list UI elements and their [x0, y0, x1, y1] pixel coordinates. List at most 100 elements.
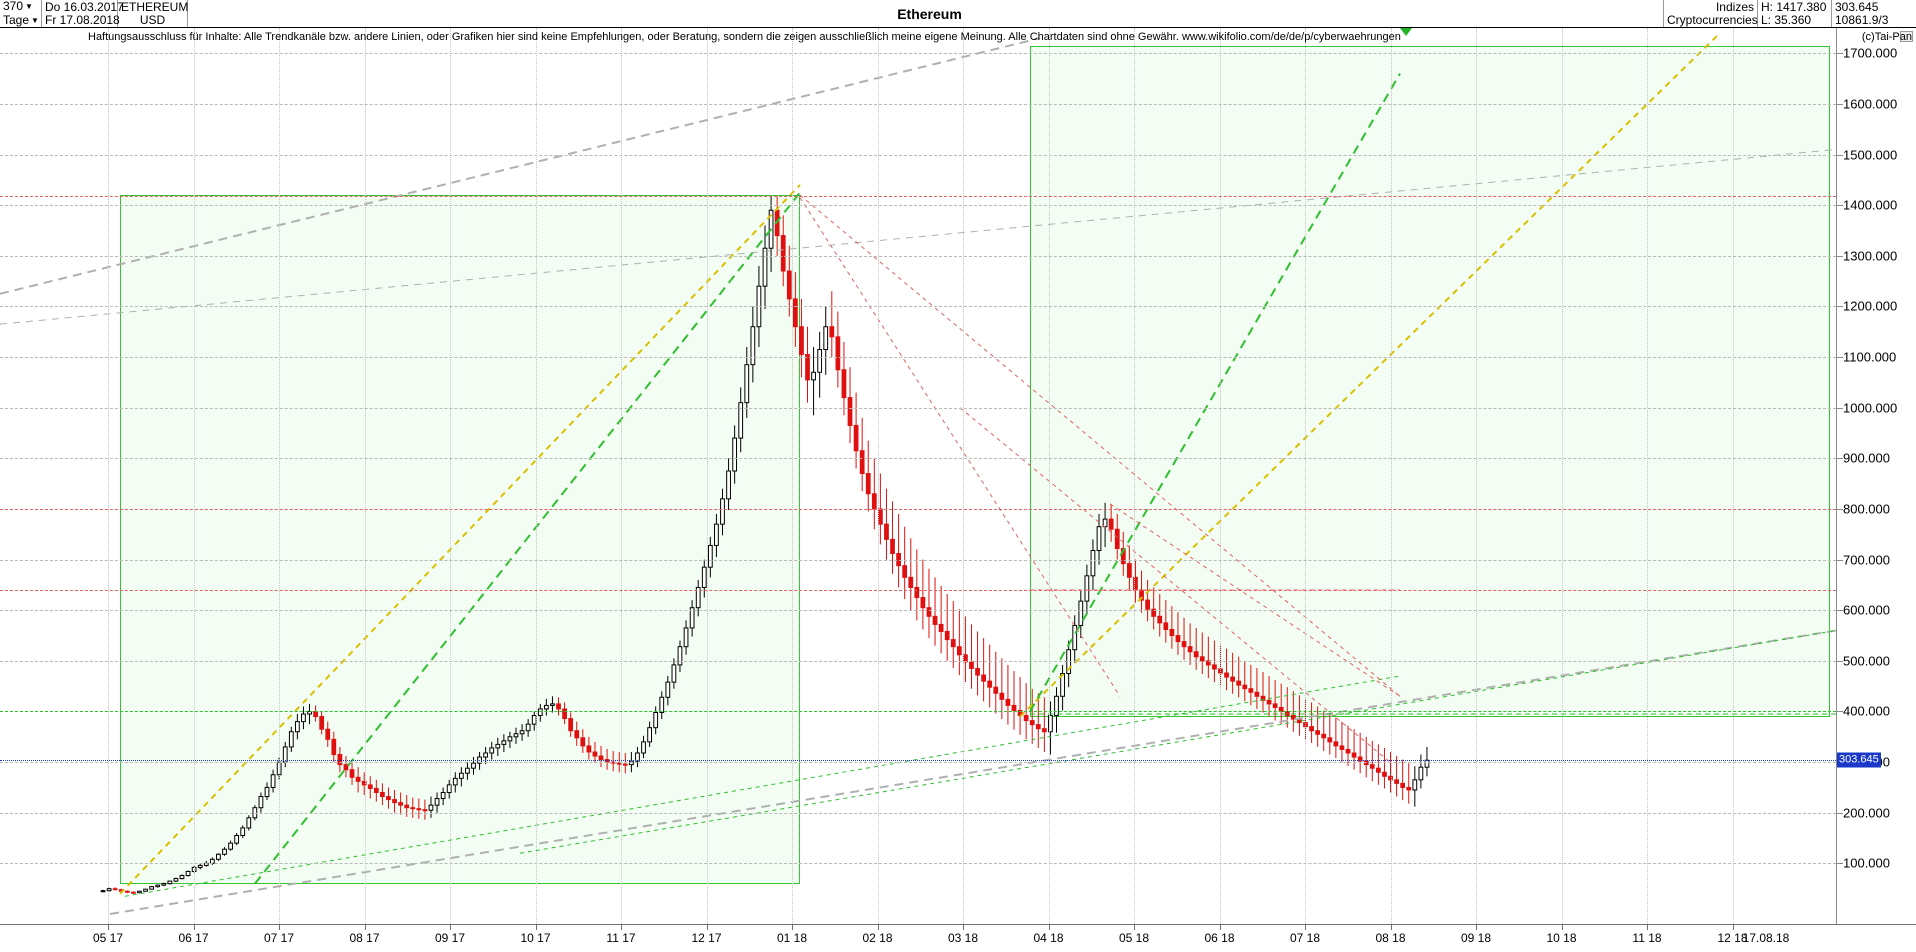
category-box[interactable]: Indizes Cryptocurrencies: [1664, 0, 1758, 27]
price-gridline: [0, 559, 1836, 561]
candle-body: [853, 424, 859, 452]
price-tick: [1837, 357, 1843, 359]
candle-body: [428, 804, 434, 811]
candle-body: [143, 888, 148, 892]
price-gridline: [0, 762, 1836, 764]
green-uptrend-2018: [1029, 73, 1401, 712]
symbol-box[interactable]: ETHEREUM USD: [118, 0, 188, 27]
price-axis[interactable]: (c)Tai-Pan 100.000200.000300.000400.0005…: [1836, 28, 1916, 924]
candle-body: [1418, 766, 1424, 781]
date-tick: [193, 925, 195, 930]
candle-body: [890, 538, 895, 555]
period-unit-row[interactable]: Tage ▼: [0, 13, 41, 28]
candle-body: [1054, 695, 1059, 717]
price-tick-label: 1100.000: [1843, 349, 1897, 365]
candle-body: [938, 623, 944, 632]
candle-body: [1345, 748, 1351, 754]
chevron-down-icon[interactable]: ▼: [31, 15, 39, 25]
candle-body: [1290, 715, 1296, 720]
axis-resize-handle[interactable]: [1900, 31, 1913, 42]
price-gridline: [0, 610, 1836, 612]
price-plot[interactable]: Haftungsausschluss für Inhalte: Alle Tre…: [0, 28, 1836, 924]
candle-body: [179, 875, 185, 880]
date-tick: [1732, 925, 1734, 930]
chart-area[interactable]: Haftungsausschluss für Inhalte: Alle Tre…: [0, 28, 1916, 952]
period-value-row[interactable]: 370 ▼: [0, 0, 41, 14]
date-tick: [1219, 925, 1221, 930]
chart-marker-triangle[interactable]: [1400, 28, 1412, 36]
date-tick-label: 07 17: [263, 931, 295, 945]
candle-body: [592, 751, 598, 757]
candle-body: [446, 784, 452, 793]
candle-body: [100, 890, 106, 893]
candle-body: [1266, 699, 1272, 705]
candle-body: [805, 354, 810, 381]
candle-body: [440, 791, 446, 800]
candle-body: [458, 772, 464, 779]
candle-body: [859, 450, 865, 475]
candle-body: [513, 733, 519, 738]
candle-body: [471, 762, 476, 769]
trend-channel-2017: [120, 195, 800, 884]
date-tick: [792, 925, 793, 930]
price-gridline: [0, 812, 1836, 814]
price-tick: [1837, 711, 1843, 713]
grey-trend-dotted: [0, 149, 1836, 325]
high-low-box: H: 1417.380 L: 35.360: [1758, 0, 1832, 27]
date-tick-label: 05 17: [92, 931, 124, 945]
candle-body: [1084, 575, 1090, 602]
candle-body: [1169, 628, 1175, 637]
candle-body: [367, 784, 373, 789]
price-gridline: [0, 306, 1836, 308]
candle-body: [914, 586, 920, 599]
instrument-title-box: Ethereum: [188, 0, 1664, 27]
candle-body: [489, 747, 495, 754]
candle-body: [380, 791, 385, 798]
date-tick-label: 07 18: [1289, 931, 1321, 945]
date-tick: [963, 925, 964, 930]
candle-body: [1145, 599, 1150, 610]
candle-body: [950, 639, 956, 648]
period-selector[interactable]: 370 ▼ Tage ▼: [0, 0, 42, 27]
candle-body: [1072, 624, 1078, 651]
date-tick: [450, 925, 451, 930]
candle-body: [780, 235, 786, 272]
chevron-down-icon[interactable]: ▼: [25, 1, 33, 11]
last-price-line: [0, 760, 1836, 762]
candle-body: [386, 796, 391, 801]
price-tick: [1837, 154, 1843, 156]
price-tick-label: 1000.000: [1843, 400, 1898, 416]
red-downtrend-steep: [799, 197, 1121, 697]
price-tick-label: 1400.000: [1843, 197, 1898, 213]
candle-body: [1351, 752, 1357, 758]
green-support-mid: [519, 629, 1836, 854]
candle-body: [1339, 745, 1345, 750]
candle-body: [398, 802, 403, 806]
candle-body: [1327, 737, 1333, 743]
date-range-box[interactable]: Do 16.03.2017 Fr 17.08.2018: [42, 0, 124, 27]
grey-uptrend-lower: [109, 629, 1836, 915]
date-gridline: [450, 28, 451, 924]
candle-body: [689, 607, 695, 629]
date-tick-label: 09 17: [434, 931, 466, 945]
candle-body: [1321, 733, 1327, 739]
page-title: Ethereum: [897, 5, 962, 22]
date-gridline: [1390, 28, 1392, 924]
date-tick: [279, 925, 280, 930]
last-price-box: 303.645 10861.9/3: [1832, 0, 1916, 27]
candle-body: [392, 799, 397, 804]
candle-body: [956, 646, 962, 656]
date-gridline: [706, 28, 708, 924]
date-gridline: [1134, 28, 1135, 924]
candle-body: [1163, 622, 1169, 630]
candle-body: [361, 780, 367, 786]
candle-body: [331, 738, 337, 756]
candle-body: [993, 686, 999, 694]
candle-body: [1230, 676, 1236, 682]
date-tick-label: 09 18: [1460, 931, 1492, 945]
candle-body: [240, 827, 246, 837]
candle-body: [495, 743, 501, 749]
candle-body: [944, 630, 950, 641]
date-axis[interactable]: 05 17 06 17 07 17 08 17 09 17 10 17 11 17 12 17…: [0, 924, 1916, 952]
candle-body: [1309, 726, 1314, 732]
